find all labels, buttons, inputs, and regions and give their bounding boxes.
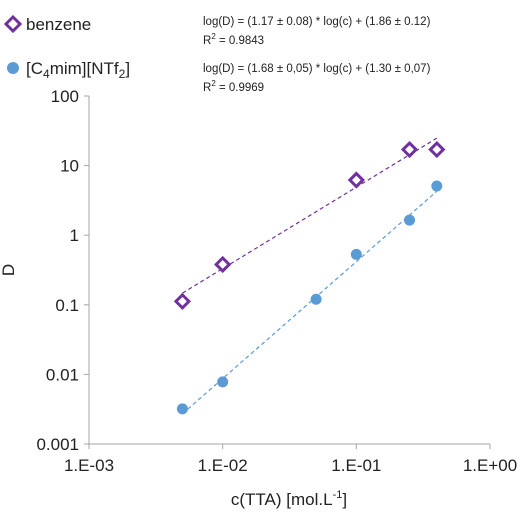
data-point-series-1 — [310, 293, 322, 305]
data-point-series-0 — [347, 171, 365, 189]
benzene-fit-equation: log(D) = (1.17 ± 0.08) * log(c) + (1.86 … — [203, 16, 431, 28]
legend-il-part1: [C — [26, 59, 43, 78]
legend-il-part2: mim][NTf — [50, 59, 119, 78]
x-axis-label-main: c(TTA) [mol.L — [231, 490, 333, 509]
data-points — [173, 140, 446, 415]
legend-benzene-label: benzene — [26, 15, 91, 34]
x-axis-label: c(TTA) [mol.L-1] — [231, 489, 347, 509]
fit-equations: log(D) = (1.17 ± 0.08) * log(c) + (1.86 … — [203, 16, 431, 94]
data-point-series-0 — [214, 255, 232, 274]
fit-line-series-1 — [182, 190, 438, 415]
x-tick-labels: 1.E-03 1.E-02 1.E-01 1.E+00 — [64, 456, 517, 475]
y-axis-label: D — [0, 264, 18, 276]
y-tick-label: 100 — [51, 87, 79, 106]
x-axis-label-sup: -1 — [333, 489, 343, 501]
x-tick-label: 1.E-03 — [64, 456, 114, 475]
data-point-series-1 — [431, 180, 443, 192]
data-point-series-1 — [404, 214, 416, 226]
legend: benzene [C4mim][NTf2] — [3, 14, 130, 81]
data-point-series-0 — [400, 140, 419, 159]
x-axis-label-end: ] — [342, 490, 347, 509]
legend-ionic-liquid-label: [C4mim][NTf2] — [26, 59, 130, 81]
data-point-series-1 — [217, 376, 229, 388]
data-point-series-0 — [428, 140, 446, 159]
axis-ticks — [84, 95, 491, 449]
benzene-r2-sup: 2 — [211, 32, 216, 41]
fit-lines — [182, 137, 438, 415]
ionic-liquid-r2-value: = 0.9969 — [216, 82, 264, 94]
legend-ionic-liquid-marker — [7, 62, 19, 74]
data-point-series-1 — [350, 248, 362, 260]
benzene-r2-value: = 0.9843 — [216, 35, 264, 47]
y-tick-label: 0.001 — [36, 435, 79, 454]
x-tick-label: 1.E-01 — [331, 456, 381, 475]
legend-il-sub2: 2 — [119, 67, 126, 81]
ionic-liquid-fit-r2: R2 = 0.9969 — [203, 79, 264, 94]
legend-il-part3: ] — [125, 59, 130, 78]
x-tick-label: 1.E+00 — [463, 456, 517, 475]
y-tick-label: 1 — [70, 226, 79, 245]
benzene-fit-r2: R2 = 0.9843 — [203, 32, 264, 47]
data-point-series-1 — [176, 403, 188, 415]
legend-benzene-marker — [3, 14, 23, 34]
x-tick-label: 1.E-02 — [198, 456, 248, 475]
ionic-liquid-fit-equation: log(D) = (1.68 ± 0,05) * log(c) + (1.30 … — [203, 63, 431, 75]
y-tick-label: 0.1 — [55, 296, 79, 315]
legend-il-sub1: 4 — [43, 67, 50, 81]
y-tick-labels: 0.001 0.01 0.1 1 10 100 — [36, 87, 79, 454]
ionic-liquid-r2-sup: 2 — [211, 79, 216, 88]
data-point-series-0 — [173, 292, 192, 310]
ionic-liquid-r2-label: R — [203, 82, 211, 94]
benzene-r2-label: R — [203, 35, 211, 47]
y-tick-label: 10 — [60, 157, 79, 176]
y-tick-label: 0.01 — [46, 365, 79, 384]
